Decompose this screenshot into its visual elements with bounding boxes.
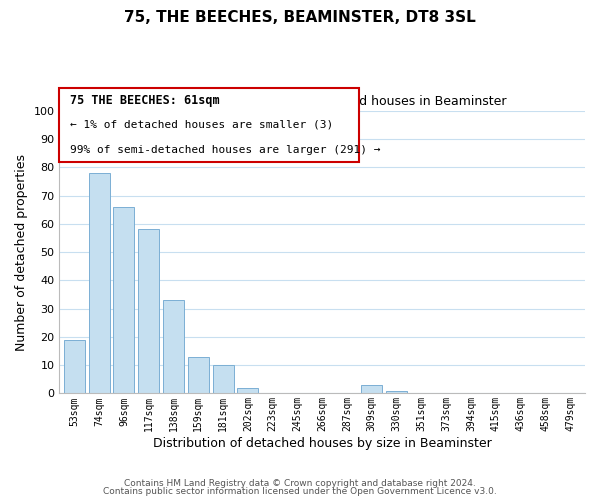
Text: 75 THE BEECHES: 61sqm: 75 THE BEECHES: 61sqm [70, 94, 220, 107]
X-axis label: Distribution of detached houses by size in Beaminster: Distribution of detached houses by size … [153, 437, 491, 450]
Text: 75, THE BEECHES, BEAMINSTER, DT8 3SL: 75, THE BEECHES, BEAMINSTER, DT8 3SL [124, 10, 476, 25]
Bar [89, 173, 110, 394]
Bar [113, 207, 134, 394]
Title: Size of property relative to detached houses in Beaminster: Size of property relative to detached ho… [137, 95, 507, 108]
Text: 99% of semi-detached houses are larger (291) →: 99% of semi-detached houses are larger (… [70, 144, 380, 154]
FancyBboxPatch shape [59, 88, 359, 162]
Text: Contains public sector information licensed under the Open Government Licence v3: Contains public sector information licen… [103, 487, 497, 496]
Bar [163, 300, 184, 394]
Bar [386, 390, 407, 394]
Bar [212, 365, 233, 394]
Bar [361, 385, 382, 394]
Y-axis label: Number of detached properties: Number of detached properties [15, 154, 28, 350]
Bar [138, 230, 159, 394]
Text: Contains HM Land Registry data © Crown copyright and database right 2024.: Contains HM Land Registry data © Crown c… [124, 478, 476, 488]
Bar [64, 340, 85, 394]
Text: ← 1% of detached houses are smaller (3): ← 1% of detached houses are smaller (3) [70, 120, 333, 130]
Bar [188, 356, 209, 394]
Bar [237, 388, 259, 394]
